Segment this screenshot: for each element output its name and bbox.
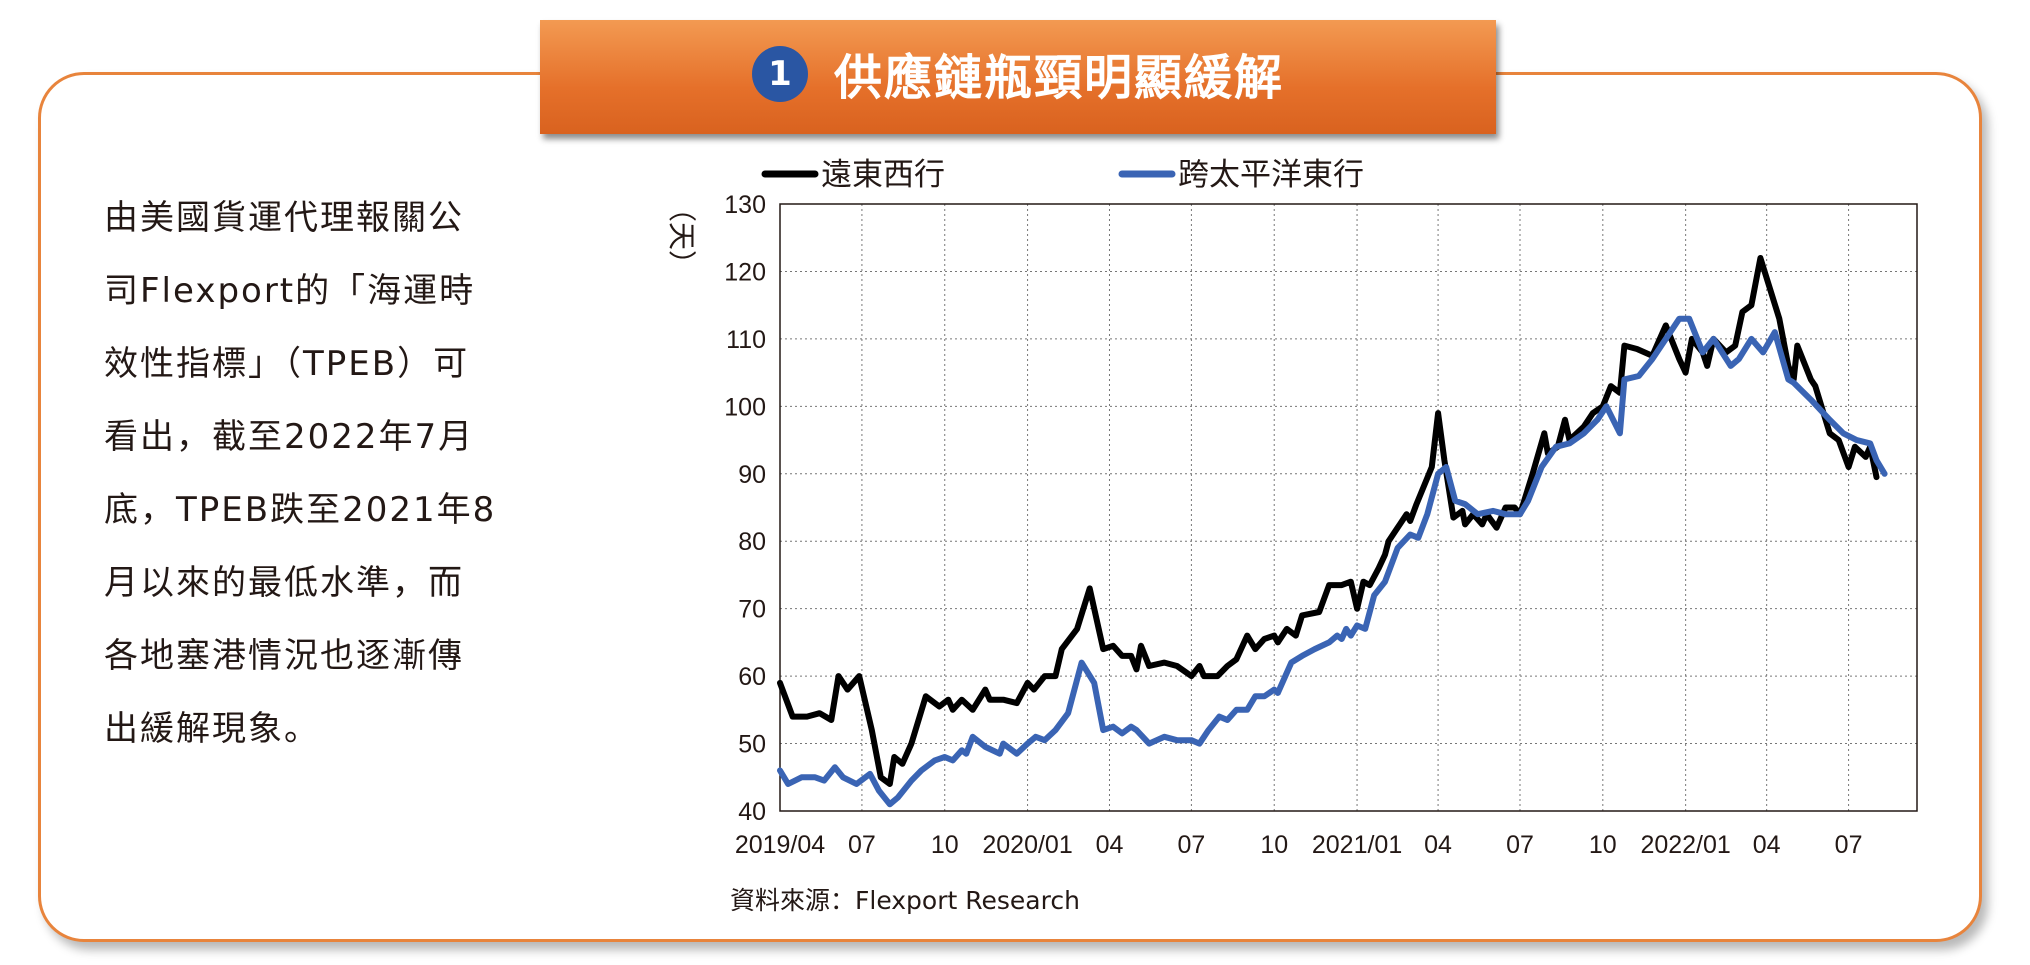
- description-text: 由美國貨運代理報關公 司Flexport的「海運時 效性指標」（TPEB）可 看…: [104, 182, 584, 766]
- description-line: 各地塞港情況也逐漸傳: [104, 636, 464, 676]
- description-line: 司Flexport的「海運時: [104, 271, 476, 311]
- x-tick-label: 2019/04: [735, 831, 825, 859]
- banner-title: 供應鏈瓶頸明顯緩解: [833, 50, 1284, 106]
- series-line-2: [777, 315, 1888, 808]
- y-tick-label: 60: [738, 663, 766, 691]
- description-line: 月以來的最低水準，而: [104, 563, 464, 603]
- x-tick-label: 07: [848, 831, 876, 859]
- legend: 遠東西行 跨太平洋東行: [761, 157, 1364, 193]
- x-tick-label: 04: [1753, 831, 1781, 859]
- content-panel: [38, 72, 1982, 942]
- y-unit-label: （天）: [665, 194, 698, 278]
- number-badge: 1: [751, 46, 808, 102]
- x-tick-label: 04: [1424, 831, 1452, 859]
- description-line: 底，TPEB跌至2021年8: [104, 490, 497, 530]
- x-tick-label: 07: [1835, 831, 1863, 859]
- x-tick-label: 2022/01: [1640, 831, 1730, 859]
- y-tick-label: 130: [724, 191, 766, 219]
- description-line: 效性指標」（TPEB）可: [104, 344, 470, 384]
- y-tick-label: 100: [724, 393, 766, 421]
- legend-label: 遠東西行: [821, 157, 945, 193]
- y-tick-label: 110: [726, 326, 766, 354]
- x-tick-label: 10: [1589, 831, 1617, 859]
- series-layer: [777, 255, 1888, 808]
- source-note: 資料來源：Flexport Research: [730, 886, 1080, 915]
- description-line: 出緩解現象。: [104, 709, 320, 749]
- description-line: 看出，截至2022年7月: [104, 417, 475, 457]
- y-tick-label: 80: [738, 528, 766, 556]
- description-line: 由美國貨運代理報關公: [104, 198, 464, 238]
- x-tick-label: 10: [931, 831, 959, 859]
- x-tick-label: 04: [1096, 831, 1124, 859]
- plot-frame: [779, 203, 1918, 812]
- y-tick-label: 70: [738, 596, 766, 624]
- y-tick-label: 90: [738, 461, 766, 489]
- x-tick-label: 10: [1260, 831, 1288, 859]
- x-tick-label: 07: [1506, 831, 1534, 859]
- title-banner: 1 供應鏈瓶頸明顯緩解: [540, 20, 1496, 134]
- legend-label: 跨太平洋東行: [1178, 157, 1364, 193]
- y-tick-label: 40: [738, 798, 766, 826]
- x-tick-label: 07: [1178, 831, 1206, 859]
- grid: [780, 204, 1917, 811]
- y-tick-label: 120: [724, 258, 766, 286]
- x-tick-label: 2020/01: [982, 831, 1072, 859]
- y-tick-label: 50: [738, 731, 766, 759]
- tick-labels: 40 50 60 70 80 90 100 110 120 130 2019/04 07 10 2020/…: [724, 191, 1862, 859]
- x-tick-label: 2021/01: [1312, 831, 1402, 859]
